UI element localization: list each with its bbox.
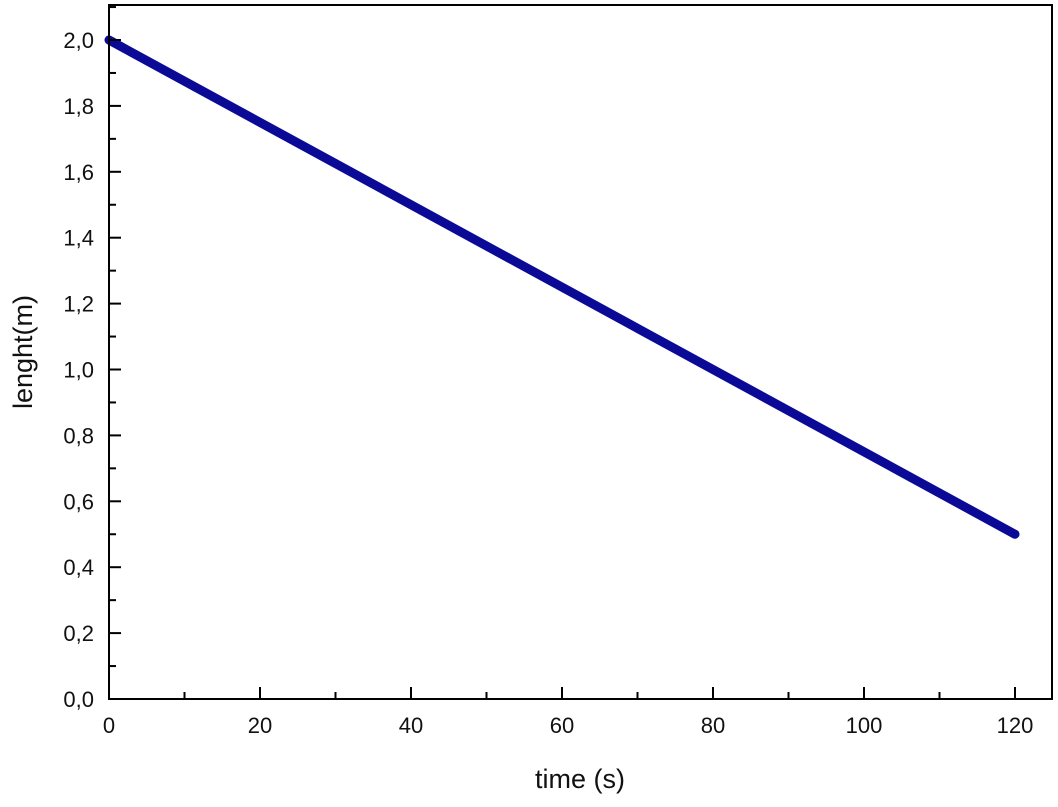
x-tick-label: 100 [846,713,883,738]
x-tick-label: 0 [103,713,115,738]
x-tick-label: 20 [248,713,272,738]
y-tick-label: 0,0 [63,687,94,712]
y-tick-label: 1,0 [63,358,94,383]
y-tick-label: 2,0 [63,28,94,53]
y-tick-label: 1,4 [63,226,94,251]
data-series-line [104,35,1020,539]
y-tick-label: 0,4 [63,555,94,580]
y-tick-label: 0,6 [63,489,94,514]
y-tick-label: 0,2 [63,621,94,646]
x-axis-label: time (s) [535,764,625,794]
x-tick-label: 120 [997,713,1034,738]
y-tick-label: 1,8 [63,94,94,119]
x-tick-label: 40 [399,713,423,738]
y-tick-label: 1,6 [63,160,94,185]
y-tick-label: 0,8 [63,423,94,448]
y-tick-label: 1,2 [63,292,94,317]
x-tick-label: 60 [550,713,574,738]
x-tick-label: 80 [701,713,725,738]
plot-frame [108,4,1053,700]
y-axis-label: lenght(m) [8,295,38,409]
